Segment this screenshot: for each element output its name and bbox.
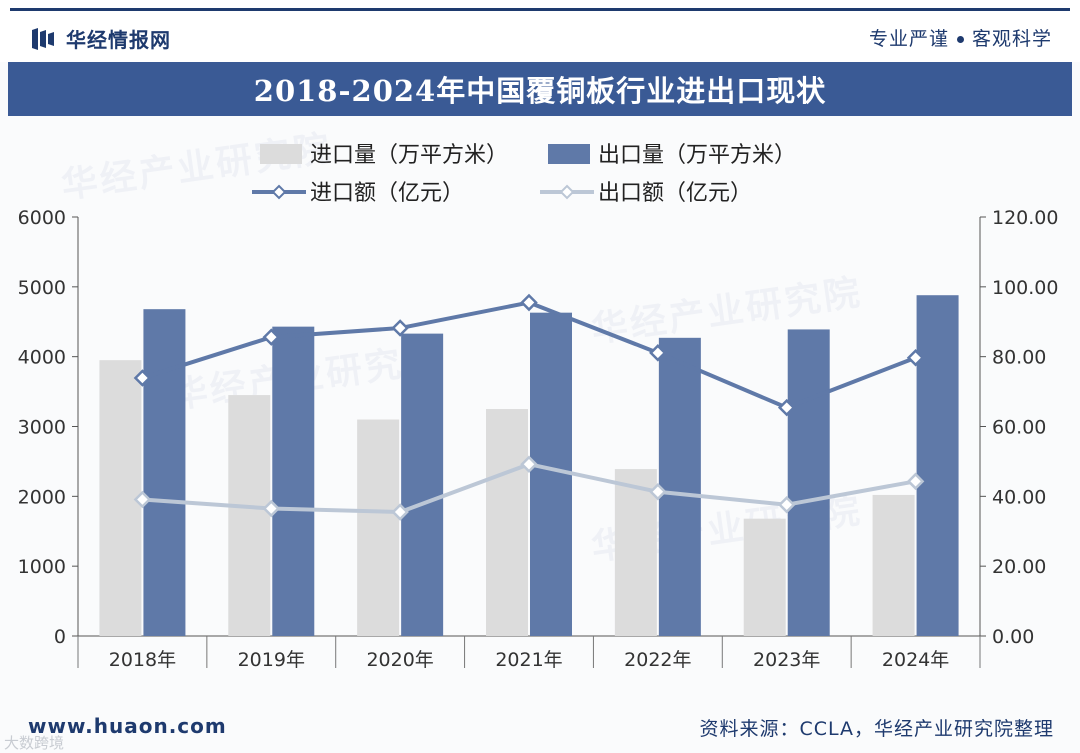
website-url: www.huaon.com [28,714,227,738]
x-tick-label: 2020年 [366,649,433,671]
slogan-right: 客观科学 [971,28,1052,50]
y-right-tick-label: 120.00 [992,207,1058,229]
legend-export-volume-label: 出口量（万平方米） [598,143,796,168]
x-tick-label: 2024年 [882,649,949,671]
data-source: 资料来源：CCLA，华经产业研究院整理 [699,718,1054,740]
legend-import-volume-label: 进口量（万平方米） [310,143,508,168]
y-left-tick-label: 1000 [18,556,66,578]
import-value-point [777,398,796,417]
import-value-point [262,328,281,346]
import-volume-bar [228,395,271,636]
x-tick-label: 2021年 [495,649,562,671]
top-bar: 华经情报网 专业严谨 客观科学 [0,0,1080,62]
y-left-tick-label: 6000 [18,207,66,229]
y-left-tick-label: 2000 [18,486,66,508]
export-volume-bar [787,329,830,636]
y-right-tick-label: 100.00 [992,277,1058,299]
brand-logo: 华经情报网 [30,24,171,53]
import-value-point [133,369,152,387]
import-volume-bar [614,469,657,636]
export-volume-bar [530,312,572,636]
corner-watermark: 大数跨境 [4,734,65,752]
export-value-point [777,495,796,514]
export-volume-bar [658,337,701,636]
export-volume-bar [143,309,186,636]
export-value-point [649,483,667,501]
export-volume-bar [272,326,315,636]
export-value-point [520,455,538,473]
import-value-point [520,293,538,312]
slogan-dot-icon [956,36,964,43]
import-value-point [906,348,925,367]
export-value-point [391,503,409,521]
y-left-tick-label: 5000 [18,277,66,299]
slogan-left: 专业严谨 [868,28,949,50]
x-tick-label: 2022年 [624,649,691,671]
import-value-point [391,319,409,337]
title-banner: 2018-2024年中国覆铜板行业进出口现状 [8,62,1072,116]
top-rule [10,8,1070,11]
legend-import-value-label: 进口额（亿元） [310,181,464,206]
import-volume-bar [99,360,142,636]
legend-export-value-label: 出口额（亿元） [598,181,752,206]
brand-name: 华经情报网 [66,28,171,52]
import-volume-bar [357,419,400,636]
y-left-tick-label: 0 [54,626,66,648]
export-value-point [133,490,152,509]
import-volume-bar [486,409,528,636]
export-volume-bar [401,333,444,636]
legend-export-volume-swatch [548,144,590,164]
legend-export-value-marker [559,184,575,200]
import-volume-bar [743,518,786,636]
x-tick-label: 2018年 [109,649,176,671]
import-value-point [649,344,667,362]
x-tick-label: 2019年 [238,649,305,671]
y-left-tick-label: 4000 [18,347,66,369]
export-volume-bar [916,295,959,636]
y-right-tick-label: 80.00 [992,347,1046,369]
import-volume-bar [872,494,915,636]
y-right-tick-label: 20.00 [992,556,1046,578]
brand-logo-icon [32,27,54,50]
y-right-tick-label: 0.00 [992,626,1034,648]
y-right-tick-label: 60.00 [992,417,1046,439]
legend-import-value-marker [271,184,287,200]
page-title: 2018-2024年中国覆铜板行业进出口现状 [253,74,827,108]
y-left-tick-label: 3000 [18,417,66,439]
footer: 大数跨境 www.huaon.com 资料来源：CCLA，华经产业研究院整理 [0,700,1080,753]
x-tick-label: 2023年 [753,649,820,671]
y-right-tick-label: 40.00 [992,486,1046,508]
slogan: 专业严谨 客观科学 [869,24,1052,51]
legend-import-volume-swatch [260,144,302,164]
export-value-point [262,499,281,518]
export-value-point [906,472,925,491]
